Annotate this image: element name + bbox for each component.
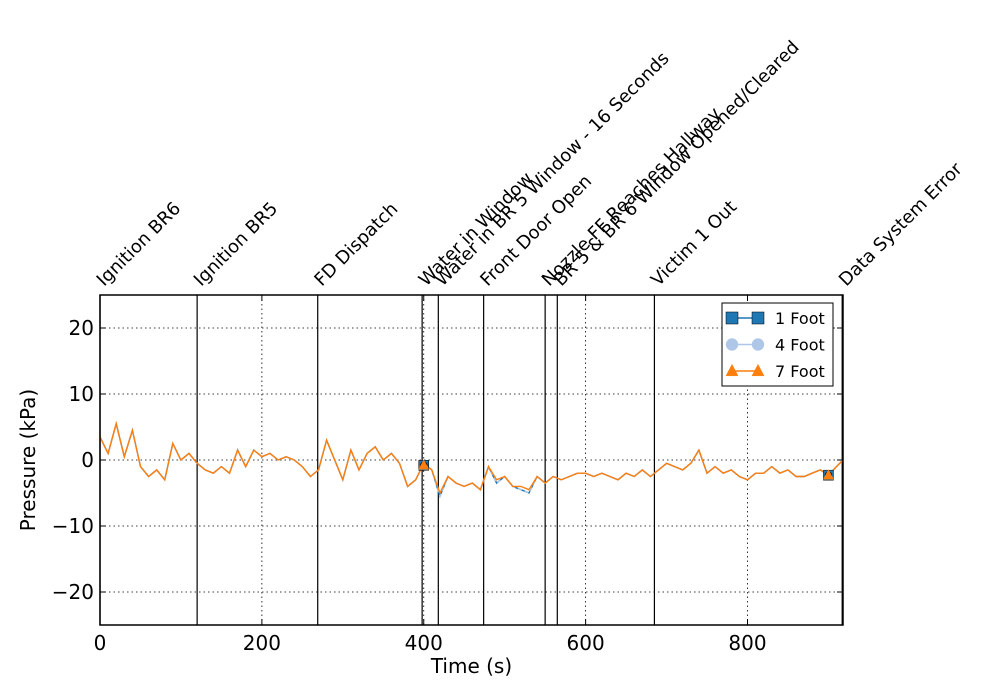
y-tick-label: −20 bbox=[52, 580, 94, 604]
series-line-7-foot bbox=[99, 420, 844, 495]
event-label: Victim 1 Out bbox=[647, 197, 741, 291]
y-tick-label: 20 bbox=[69, 316, 94, 340]
event-label: FD Dispatch bbox=[310, 199, 402, 291]
event-label: Ignition BR5 bbox=[190, 198, 282, 290]
event-label: Ignition BR6 bbox=[93, 198, 185, 290]
y-tick-label: 10 bbox=[69, 382, 94, 406]
x-tick-label: 600 bbox=[567, 631, 605, 655]
event-label: Data System Error bbox=[835, 158, 967, 290]
series-line-1-foot bbox=[99, 420, 844, 499]
series-group bbox=[99, 420, 844, 499]
event-label: Water in BR 5 Window - 16 Seconds bbox=[431, 48, 674, 291]
legend-marker bbox=[751, 338, 765, 351]
legend-marker bbox=[751, 311, 765, 325]
y-tick-label: 0 bbox=[81, 448, 94, 472]
x-axis-label: Time (s) bbox=[430, 654, 512, 678]
legend-label: 4 Foot bbox=[775, 336, 825, 355]
series-line-4-foot bbox=[99, 420, 844, 499]
legend-marker bbox=[751, 363, 765, 377]
legend-label: 1 Foot bbox=[775, 309, 825, 328]
series-marker-7-foot bbox=[823, 469, 834, 480]
legend-marker bbox=[725, 363, 739, 377]
y-tick-label: −10 bbox=[52, 514, 94, 538]
legend-marker bbox=[725, 311, 739, 325]
x-tick-label: 0 bbox=[94, 631, 107, 655]
series-marker-7-foot bbox=[418, 459, 430, 470]
event-lines: Ignition BR6 Ignition BR5 FD Dispatch Water… bbox=[93, 37, 967, 625]
legend-marker bbox=[725, 338, 739, 351]
x-tick-label: 200 bbox=[243, 631, 281, 655]
y-axis-label: Pressure (kPa) bbox=[16, 389, 40, 531]
legend-label: 7 Foot bbox=[775, 362, 825, 381]
x-tick-label: 400 bbox=[405, 631, 443, 655]
legend: 1 Foot 4 Foot 7 Foot bbox=[721, 302, 834, 387]
x-tick-label: 800 bbox=[728, 631, 766, 655]
axis-ticks: 0 200 400 600 800 20 10 0 −10 −20 bbox=[52, 295, 843, 655]
